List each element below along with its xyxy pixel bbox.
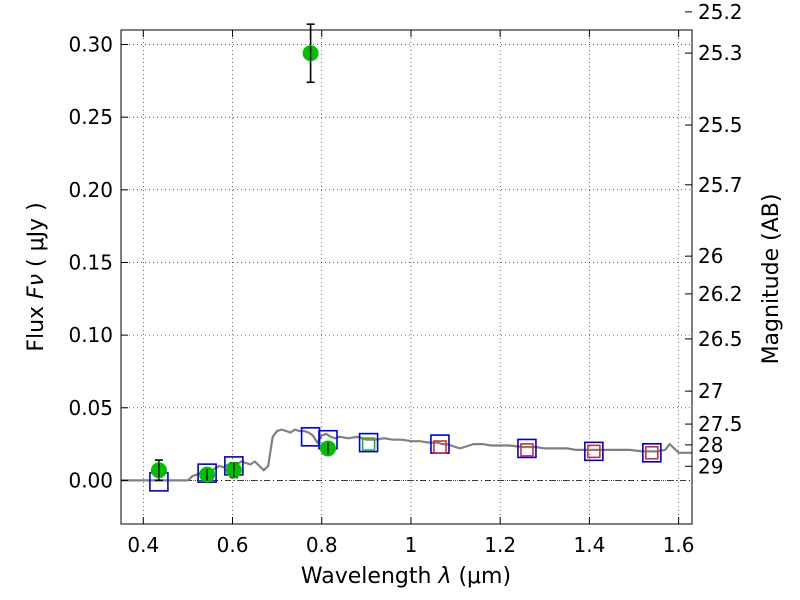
magnitude-tick-label: 25.3 <box>698 41 743 65</box>
x-tick-label: 1 <box>405 533 418 557</box>
x-axis-label: Wavelength λ (μm) <box>301 564 511 589</box>
y-tick-label: 0.20 <box>68 178 113 202</box>
magnitude-tick-label: 26 <box>698 244 723 268</box>
magnitude-axis-label: Magnitude (AB) <box>759 194 784 365</box>
y-axis-label: Flux Fν ( μJy ) <box>24 202 49 351</box>
model-flux-square <box>358 432 379 453</box>
model-flux-square <box>587 444 601 459</box>
x-tick-label: 1.2 <box>484 533 516 557</box>
model-flux-square <box>361 437 376 451</box>
x-tick-label: 0.6 <box>217 533 249 557</box>
model-flux-square <box>520 443 534 457</box>
model-flux-square <box>645 446 659 460</box>
x-axis: 0.4 0.6 0.8 1 1.2 1.4 1.6 <box>127 30 695 557</box>
data-marks <box>149 23 662 492</box>
y-tick-label: 0.25 <box>68 105 113 129</box>
model-flux-square <box>642 443 662 463</box>
y-tick-label: 0.10 <box>68 323 113 347</box>
magnitude-tick-label: 28 <box>698 433 723 457</box>
magnitude-tick-label: 25.5 <box>698 113 743 137</box>
x-tick-label: 0.4 <box>127 533 159 557</box>
x-tick-label: 1.4 <box>573 533 605 557</box>
model-flux-square <box>517 438 537 459</box>
magnitude-tick-label: 27 <box>698 379 723 403</box>
plot-frame <box>120 29 693 525</box>
y-tick-label: 0.00 <box>68 468 113 492</box>
y-tick-label: 0.15 <box>68 250 113 274</box>
model-flux-square <box>584 441 604 462</box>
magnitude-tick-label: 27.5 <box>698 412 743 436</box>
x-tick-label: 0.8 <box>306 533 338 557</box>
magnitude-tick-label: 25.7 <box>698 173 743 197</box>
y-axis: 0.00 0.05 0.10 0.15 0.20 0.25 0.30 <box>68 33 128 492</box>
magnitude-tick-label: 29 <box>698 454 723 478</box>
y-tick-label: 0.30 <box>68 33 113 57</box>
x-tick-label: 1.6 <box>663 533 695 557</box>
y-tick-label: 0.05 <box>68 396 113 420</box>
sed-model-line <box>121 428 692 482</box>
magnitude-tick-label: 26.2 <box>698 282 743 306</box>
model-flux-square <box>433 440 447 454</box>
model-layer <box>121 428 692 482</box>
magnitude-tick-label: 25.2 <box>698 0 743 24</box>
magnitude-tick-label: 26.5 <box>698 327 743 351</box>
